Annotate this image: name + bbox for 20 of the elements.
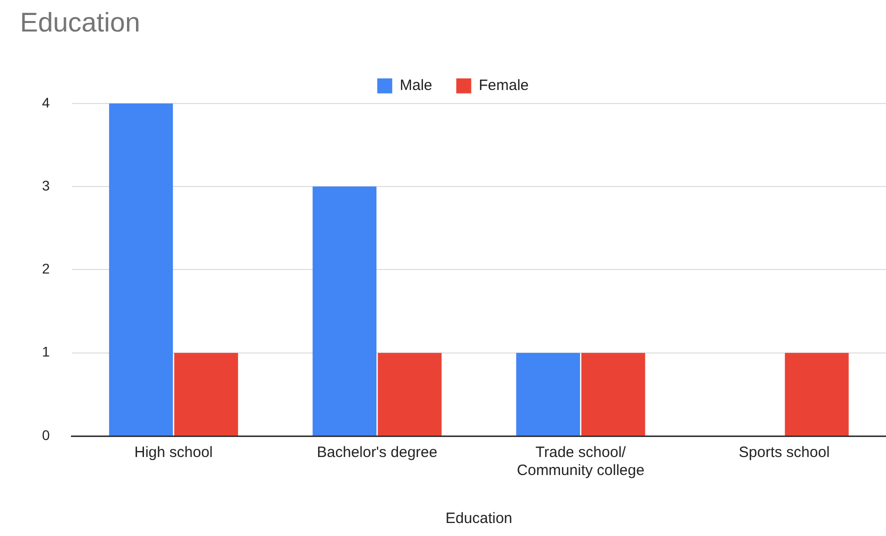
x-axis-title: Education [446,510,512,528]
y-tick-label: 0 [42,426,50,443]
bar [174,352,238,436]
bar [109,103,173,436]
y-tick-label: 2 [42,260,50,277]
bar [378,352,442,436]
bar [581,352,646,436]
bar [516,352,580,436]
x-tick-label: Sports school [738,444,830,462]
chart-title: Education [20,8,140,38]
y-tick-label: 1 [42,344,50,360]
y-tick-label: 4 [42,94,50,110]
x-tick-label: Bachelor's degree [316,444,438,462]
bar [784,352,849,436]
legend-label: Male [400,77,432,94]
y-tick-label: 3 [42,177,50,194]
x-tick-label: Trade school/ Community college [516,444,644,480]
bar [312,186,376,436]
x-tick-label: High school [134,444,213,462]
legend-label: Female [478,77,529,94]
